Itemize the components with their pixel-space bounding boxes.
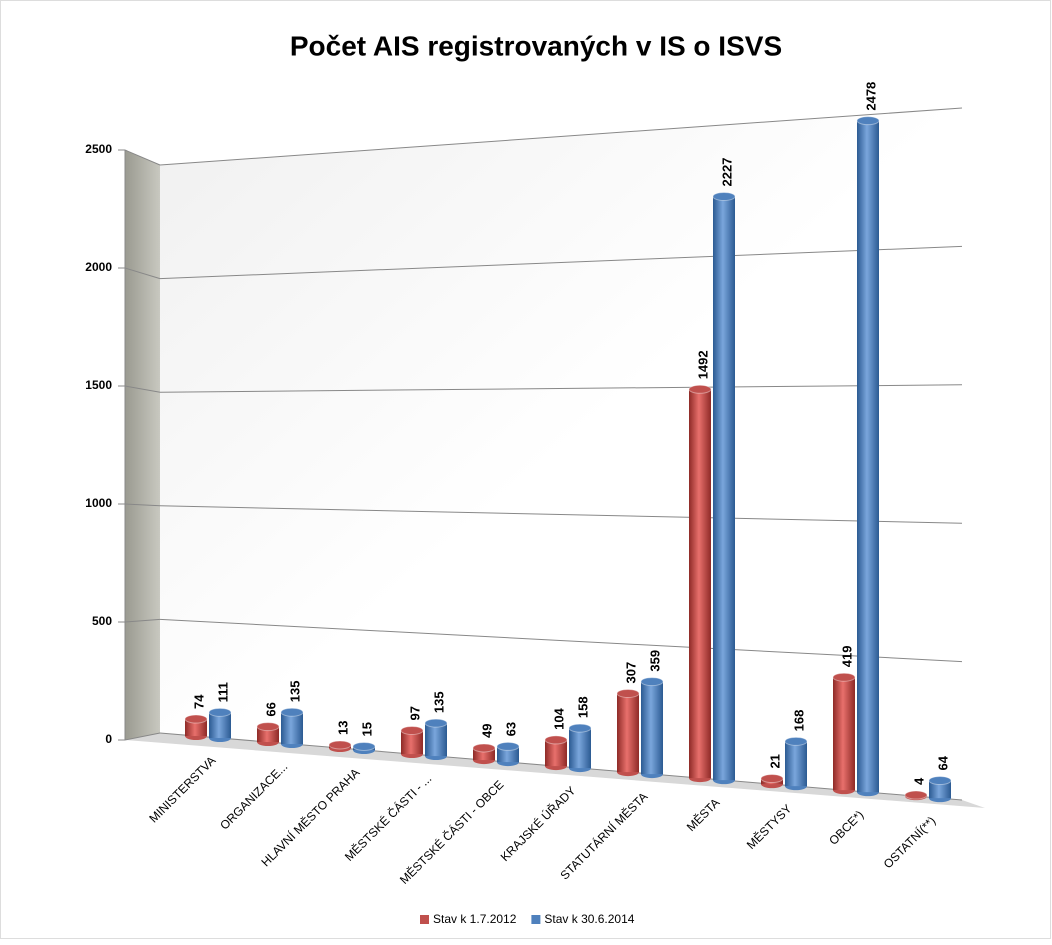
grid-line bbox=[159, 107, 963, 166]
bar bbox=[929, 780, 951, 799]
bar bbox=[785, 741, 807, 787]
value-label: 135 bbox=[287, 681, 302, 703]
x-tick-label: MĚSTA bbox=[683, 795, 722, 834]
x-tick-label: ORGANIZACE... bbox=[217, 759, 290, 832]
x-tick-label: MĚSTSKÉ ČÁSTI - ... bbox=[341, 771, 434, 864]
bar-cap bbox=[928, 776, 952, 786]
bar-cap bbox=[544, 735, 568, 745]
value-label: 63 bbox=[503, 722, 518, 736]
grid-line bbox=[124, 732, 161, 741]
value-label: 97 bbox=[407, 706, 422, 720]
x-tick-label: KRAJSKÉ ÚŘADY bbox=[497, 783, 578, 864]
bar-cap bbox=[856, 116, 880, 126]
y-tick-label: 500 bbox=[92, 614, 112, 628]
x-tick-label: OSTATNÍ(**) bbox=[880, 813, 938, 871]
value-label: 21 bbox=[767, 754, 782, 768]
bar-cap bbox=[424, 718, 448, 728]
value-label: 2227 bbox=[719, 158, 734, 187]
y-tick-label: 2500 bbox=[85, 142, 112, 156]
value-label: 64 bbox=[935, 755, 950, 770]
bar bbox=[401, 730, 423, 755]
value-label: 419 bbox=[839, 646, 854, 668]
bar-cap bbox=[400, 726, 424, 736]
bar bbox=[425, 723, 447, 757]
value-label: 2478 bbox=[863, 82, 878, 111]
bar bbox=[617, 693, 639, 773]
bar bbox=[857, 120, 879, 793]
bar bbox=[641, 681, 663, 775]
legend-label: Stav k 30.6.2014 bbox=[544, 912, 634, 926]
bar-cap bbox=[760, 774, 784, 784]
bar bbox=[833, 677, 855, 791]
grid-line bbox=[159, 618, 963, 663]
bar-cap bbox=[352, 741, 376, 751]
grid-line bbox=[124, 503, 161, 507]
bar-cap bbox=[568, 723, 592, 733]
x-tick-label: STATUTÁRNÍ MĚSTA bbox=[557, 789, 651, 883]
side-wall bbox=[125, 150, 160, 740]
bar-cap bbox=[496, 741, 520, 751]
bar bbox=[545, 739, 567, 767]
value-label: 168 bbox=[791, 710, 806, 732]
grid-line bbox=[159, 245, 963, 280]
bar-cap bbox=[640, 677, 664, 687]
value-label: 49 bbox=[479, 723, 494, 737]
bar bbox=[209, 712, 231, 739]
grid-line bbox=[124, 618, 161, 623]
back-wall bbox=[160, 108, 962, 800]
legend-swatch bbox=[420, 915, 429, 924]
y-tick-label: 1500 bbox=[85, 378, 112, 392]
grid-line bbox=[159, 505, 963, 524]
bar-cap bbox=[712, 191, 736, 201]
bar bbox=[257, 726, 279, 743]
bar bbox=[689, 389, 711, 779]
x-tick-label: OBCE*) bbox=[826, 808, 866, 848]
y-tick-label: 2000 bbox=[85, 260, 112, 274]
grid-line bbox=[159, 384, 963, 393]
bar-cap bbox=[184, 714, 208, 724]
bar-cap bbox=[472, 743, 496, 753]
chart-title: Počet AIS registrovaných v IS o ISVS bbox=[290, 30, 782, 61]
bar bbox=[185, 719, 207, 737]
bar bbox=[281, 712, 303, 745]
bar-cap bbox=[616, 688, 640, 698]
legend-swatch bbox=[531, 915, 541, 924]
value-label: 15 bbox=[359, 722, 374, 736]
value-label: 66 bbox=[263, 702, 278, 716]
bar bbox=[497, 746, 519, 763]
bar-cap bbox=[256, 722, 280, 732]
bar bbox=[569, 728, 591, 769]
bar-cap bbox=[280, 707, 304, 717]
value-label: 4 bbox=[911, 777, 926, 785]
bar-cap bbox=[688, 384, 712, 394]
value-label: 1492 bbox=[695, 350, 710, 379]
y-tick-label: 1000 bbox=[85, 496, 112, 510]
bar-cap bbox=[904, 790, 928, 800]
x-tick-label: MINISTERSTVA bbox=[146, 753, 218, 825]
value-label: 74 bbox=[191, 694, 206, 709]
y-tick-label: 0 bbox=[105, 732, 112, 746]
grid-line bbox=[124, 385, 161, 393]
value-label: 158 bbox=[575, 696, 590, 718]
value-label: 111 bbox=[215, 682, 230, 702]
grid-line bbox=[124, 267, 161, 280]
grid-line bbox=[124, 149, 161, 166]
value-label: 359 bbox=[647, 650, 662, 672]
value-label: 307 bbox=[623, 662, 638, 684]
bar-cap bbox=[784, 736, 808, 746]
value-label: 104 bbox=[551, 707, 566, 729]
value-label: 135 bbox=[431, 691, 446, 713]
x-tick-label: MĚSTYSY bbox=[743, 801, 794, 852]
bar-cap bbox=[328, 740, 352, 750]
value-label: 13 bbox=[335, 720, 350, 734]
bar-cap bbox=[208, 707, 232, 717]
bar-cap bbox=[832, 672, 856, 682]
bar bbox=[713, 196, 735, 781]
legend-label: Stav k 1.7.2012 bbox=[433, 912, 517, 926]
